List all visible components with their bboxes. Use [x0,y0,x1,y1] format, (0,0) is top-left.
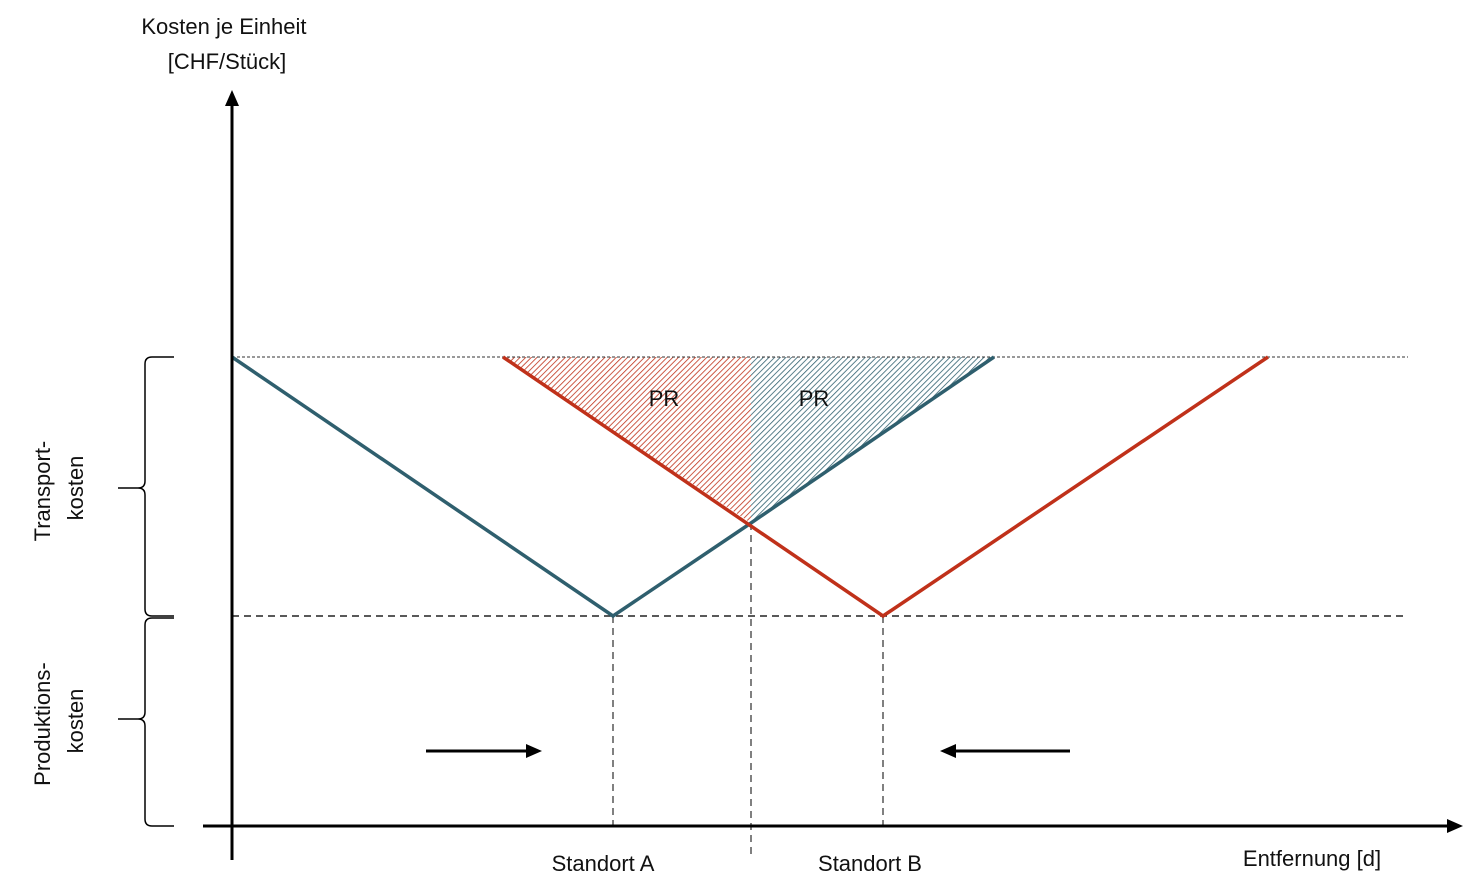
arrow-right-head [526,744,542,758]
y-axis-label: Kosten je Einheit [CHF/Stück] [141,14,312,74]
brace-production-label-line-1: Produktions- [30,662,55,786]
brace-transport-label-line-2: kosten [63,456,88,521]
y-axis-arrowhead [225,90,239,106]
x-axis-label: Entfernung [d] [1243,846,1381,871]
brace-transport-label-line-1: Transport- [30,441,55,542]
label-standort-b: Standort B [818,851,922,876]
region-pr-left-label: PR [649,386,680,411]
label-standort-a: Standort A [552,851,655,876]
y-axis-label-line-1: Kosten je Einheit [141,14,306,39]
brace-production-label: Produktions- kosten [30,656,88,786]
cost-curve-standort-a-edge [750,356,995,524]
brace-production-label-line-2: kosten [63,689,88,754]
brace-transport-label: Transport- kosten [30,435,88,542]
y-axis-label-line-2: [CHF/Stück] [168,49,287,74]
brace-production [118,617,174,827]
region-pr-right-label: PR [799,386,830,411]
x-axis-arrowhead [1447,819,1463,833]
cost-curve-standort-b [502,355,1269,619]
arrow-left-head [940,744,956,758]
brace-transport [118,356,174,617]
